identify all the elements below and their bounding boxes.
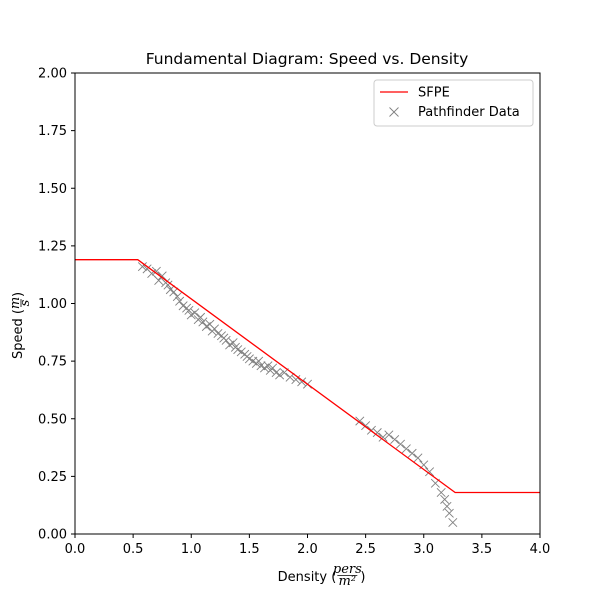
x-axis-unit-numerator: pers	[333, 562, 362, 577]
scatter-point	[172, 292, 182, 302]
scatter-point	[254, 356, 264, 366]
scatter-point	[184, 305, 194, 315]
plot-area	[74, 72, 541, 535]
x-axis-unit-fraction: pers m² )	[333, 562, 366, 589]
legend-sfpe-label: SFPE	[418, 86, 450, 101]
scatter-point	[228, 338, 238, 348]
y-axis-title: Speed ( m s )	[8, 292, 33, 359]
scatter-point	[442, 501, 452, 511]
y-tick-label: 1.75	[38, 124, 67, 139]
line-series	[75, 259, 540, 494]
x-axis: 0.0 0.5 1.0 1.5 2.0 2.5 3.0 3.5 4.0	[65, 534, 551, 557]
scatter-point	[196, 312, 206, 322]
x-axis-title-suffix: )	[360, 570, 365, 585]
scatter-point	[137, 262, 147, 272]
scatter-point	[169, 287, 179, 297]
x-tick-label: 1.0	[181, 542, 202, 557]
y-tick-label: 0.00	[38, 528, 67, 543]
legend: SFPE Pathfinder Data	[373, 79, 534, 127]
y-tick-label: 1.25	[38, 239, 67, 254]
x-tick-label: 3.0	[413, 542, 434, 557]
y-tick-label: 0.25	[38, 470, 67, 485]
scatter-point	[163, 280, 173, 290]
scatter-point	[190, 308, 200, 318]
scatter-point	[151, 266, 161, 276]
scatter-point	[291, 375, 301, 385]
scatter-point	[436, 487, 446, 498]
scatter-point	[444, 508, 454, 518]
scatter-point	[395, 439, 406, 449]
x-axis-title: Density (	[278, 570, 337, 585]
scatter-point	[384, 430, 394, 440]
x-tick-label: 1.5	[239, 542, 260, 557]
scatter-point	[425, 467, 435, 477]
scatter-point	[263, 361, 273, 371]
y-axis: 0.00 0.25 0.50 0.75 1.00 1.25 1.50 1.75 2.00	[38, 67, 75, 543]
scatter-point	[297, 377, 307, 387]
x-tick-label: 0.0	[65, 542, 86, 557]
x-tick-label: 3.5	[472, 542, 493, 557]
scatter-point	[407, 448, 417, 458]
scatter-point	[401, 444, 411, 454]
x-axis-unit-denominator: m²	[339, 574, 357, 589]
x-tick-label: 4.0	[530, 542, 551, 557]
scatter-point	[285, 372, 295, 382]
y-tick-label: 0.75	[38, 355, 67, 370]
y-tick-label: 1.00	[38, 297, 67, 312]
axes-frame	[74, 72, 541, 535]
y-tick-label: 1.50	[38, 182, 67, 197]
sfpe-line	[75, 259, 540, 494]
scatter-point	[448, 517, 458, 527]
legend-frame	[373, 79, 534, 127]
y-tick-label: 2.00	[38, 67, 67, 82]
chart-title: Fundamental Diagram: Speed vs. Density	[146, 50, 469, 68]
scatter-point	[378, 432, 388, 442]
scatter-point	[413, 453, 423, 463]
x-tick-label: 0.5	[123, 542, 144, 557]
x-tick-label: 2.5	[355, 542, 376, 557]
scatter-point	[157, 271, 167, 281]
scatter-point	[198, 317, 208, 327]
x-axis-title-prefix: Density (	[278, 570, 337, 585]
scatter-point	[221, 335, 231, 345]
legend-pathfinder-swatch	[389, 107, 399, 117]
y-axis-unit-denominator: s	[18, 299, 33, 306]
scatter-point	[390, 434, 400, 445]
scatter-point	[275, 370, 285, 380]
x-tick-label: 2.0	[297, 542, 318, 557]
scatter-point	[440, 494, 450, 504]
y-axis-title-suffix: )	[11, 292, 26, 297]
legend-pathfinder-label: Pathfinder Data	[418, 105, 520, 120]
y-tick-label: 0.50	[38, 412, 67, 427]
scatter-point	[372, 428, 382, 438]
scatter-series	[137, 262, 458, 527]
y-axis-unit-numerator: m	[8, 297, 23, 309]
y-axis-title-prefix: Speed (	[11, 309, 26, 359]
